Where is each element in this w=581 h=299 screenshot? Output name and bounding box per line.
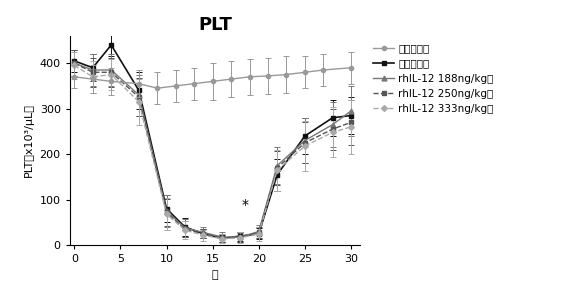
Title: PLT: PLT bbox=[198, 16, 232, 34]
Text: *: * bbox=[242, 199, 249, 212]
Y-axis label: PLT（x10³/μL）: PLT（x10³/μL） bbox=[24, 103, 34, 178]
X-axis label: 天: 天 bbox=[211, 270, 218, 280]
Legend: 正常对照组, 照射对照组, rhIL-12 188ng/kg组, rhIL-12 250ng/kg组, rhIL-12 333ng/kg组: 正常对照组, 照射对照组, rhIL-12 188ng/kg组, rhIL-12… bbox=[371, 41, 496, 116]
